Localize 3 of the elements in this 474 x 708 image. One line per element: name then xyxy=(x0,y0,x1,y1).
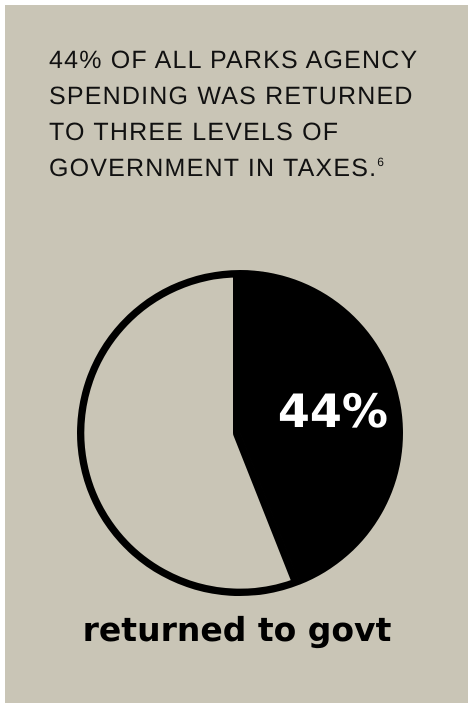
text: returned to govt xyxy=(82,610,392,649)
data-label: 44% xyxy=(278,384,388,438)
chart-title: 44% OF ALL PARKS AGENCY SPENDING WAS RETURNED TO THREE LEVELS OF GOVERNMENT IN TAXES.$^{6}$ xyxy=(49,45,419,184)
